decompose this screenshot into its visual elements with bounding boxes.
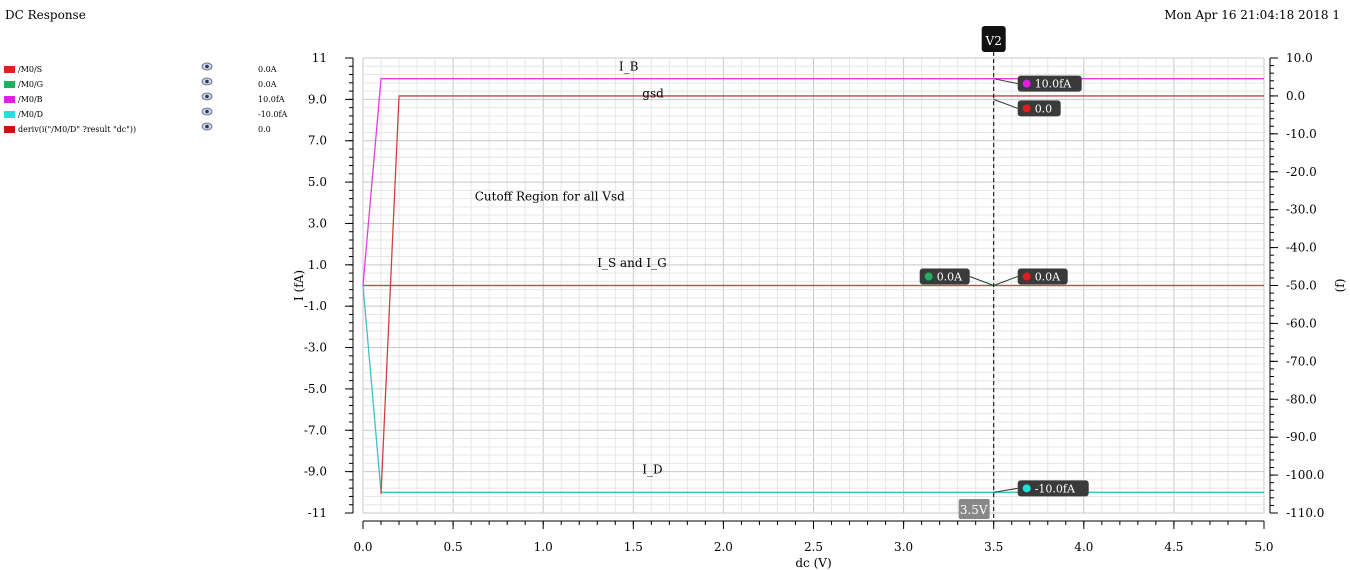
- cursor-x-label: 3.5V: [960, 503, 988, 517]
- x-tick-label: 4.0: [1074, 540, 1093, 554]
- y-tick-label-right: -90.0: [1286, 430, 1317, 444]
- legend-item-deriv[interactable]: deriv(i("/M0/D" ?result "dc")) 0.0: [2, 122, 302, 137]
- marker-dot: [1022, 104, 1031, 113]
- y-tick-label-left: -5.0: [304, 382, 327, 396]
- marker-value: 10.0fA: [1035, 78, 1073, 91]
- eye-icon[interactable]: [201, 77, 213, 86]
- cursor-label: V2: [985, 34, 1002, 48]
- marker-pointer: [969, 276, 994, 286]
- marker-badge: [1017, 268, 1068, 285]
- legend-item-s[interactable]: /M0/S 0.0A: [2, 62, 302, 77]
- eye-icon[interactable]: [201, 92, 213, 101]
- chart-annotation: I_S and I_G: [597, 256, 666, 270]
- marker-pointer: [993, 78, 1018, 85]
- marker-value: 0.0A: [937, 271, 963, 284]
- chart-annotation: I_D: [642, 463, 662, 477]
- x-tick-label: 3.0: [894, 540, 913, 554]
- legend-label: /M0/B: [18, 95, 43, 104]
- marker-badge: [1017, 75, 1082, 92]
- marker-dot: [1022, 484, 1031, 493]
- legend-label: /M0/G: [18, 80, 44, 89]
- chart-annotation: gsd: [642, 86, 664, 100]
- cursor-tag: [981, 26, 1006, 52]
- chart-annotation: Cutoff Region for all Vsd: [475, 190, 625, 204]
- chart-annotation: I_B: [619, 59, 639, 73]
- y-tick-label-right: -110.0: [1286, 506, 1324, 520]
- marker-value: 0.0: [1035, 102, 1053, 115]
- marker-pointer: [993, 98, 1018, 109]
- y-tick-label-left: 11: [312, 51, 327, 65]
- y-tick-label-left: -7.0: [304, 423, 327, 437]
- y-tick-label-right: -70.0: [1286, 354, 1317, 368]
- x-tick-label: 2.5: [804, 540, 823, 554]
- marker-dot: [1022, 272, 1031, 281]
- legend-swatch: [4, 81, 15, 88]
- series-line-4: [380, 95, 1264, 495]
- y-tick-label-right: -60.0: [1286, 316, 1317, 330]
- legend-value: 0.0A: [258, 80, 277, 89]
- y-axis-label-right: (f): [1333, 279, 1347, 293]
- marker-value: -10.0fA: [1035, 482, 1076, 495]
- x-axis-label: dc (V): [795, 556, 831, 570]
- y-tick-label-left: -11: [308, 506, 327, 520]
- y-axis-label-left: I (fA): [292, 270, 306, 301]
- y-tick-label-right: -20.0: [1286, 165, 1317, 179]
- legend-value: 10.0fA: [258, 95, 285, 104]
- y-tick-label-right: -50.0: [1286, 279, 1317, 293]
- y-tick-label-left: 9.0: [308, 92, 327, 106]
- marker-pointer: [993, 276, 1018, 286]
- x-tick-label: 0.0: [353, 540, 372, 554]
- legend-value: 0.0: [258, 125, 271, 134]
- window-title: DC Response: [5, 8, 86, 22]
- y-tick-label-left: 1.0: [308, 258, 327, 272]
- legend-swatch: [4, 126, 15, 133]
- y-tick-label-left: -9.0: [304, 465, 327, 479]
- timestamp: Mon Apr 16 21:04:18 2018 1: [1164, 8, 1340, 22]
- x-tick-label: 2.0: [714, 540, 733, 554]
- x-tick-label: 0.5: [444, 540, 463, 554]
- y-tick-label-right: -100.0: [1286, 468, 1324, 482]
- legend-swatch: [4, 96, 15, 103]
- x-tick-label: 1.0: [534, 540, 553, 554]
- marker-badge: [919, 268, 970, 285]
- y-tick-label-right: 0.0: [1286, 89, 1305, 103]
- legend-item-b[interactable]: /M0/B 10.0fA: [2, 92, 302, 107]
- marker-badge: [1017, 480, 1089, 497]
- legend-swatch: [4, 66, 15, 73]
- legend-item-d[interactable]: /M0/D -10.0fA: [2, 107, 302, 122]
- eye-icon[interactable]: [201, 62, 213, 71]
- series-line-2: [362, 78, 1264, 286]
- marker-value: 0.0A: [1035, 271, 1061, 284]
- marker-dot: [924, 272, 933, 281]
- y-tick-label-right: -10.0: [1286, 127, 1317, 141]
- cursor-x-tag: [958, 499, 990, 519]
- x-tick-label: 3.5: [984, 540, 1003, 554]
- y-tick-label-left: 3.0: [308, 216, 327, 230]
- legend-value: 0.0A: [258, 65, 277, 74]
- y-tick-label-right: -80.0: [1286, 392, 1317, 406]
- y-tick-label-left: 5.0: [308, 175, 327, 189]
- legend: /M0/S 0.0A /M0/G 0.0A /M0/B 10.0fA /M0/D…: [2, 62, 302, 137]
- x-tick-label: 5.0: [1254, 540, 1273, 554]
- eye-icon[interactable]: [201, 107, 213, 116]
- marker-badge: [1017, 100, 1061, 117]
- y-tick-label-left: -1.0: [304, 299, 327, 313]
- legend-label: /M0/S: [18, 65, 43, 74]
- eye-icon[interactable]: [201, 122, 213, 131]
- legend-label: /M0/D: [18, 110, 44, 119]
- y-tick-label-right: -30.0: [1286, 203, 1317, 217]
- x-tick-label: 4.5: [1164, 540, 1183, 554]
- y-tick-label-left: 7.0: [308, 134, 327, 148]
- legend-item-g[interactable]: /M0/G 0.0A: [2, 77, 302, 92]
- y-tick-label-right: -40.0: [1286, 241, 1317, 255]
- x-tick-label: 1.5: [624, 540, 643, 554]
- marker-pointer: [993, 487, 1018, 493]
- y-tick-label-left: -3.0: [304, 341, 327, 355]
- legend-value: -10.0fA: [258, 110, 288, 119]
- legend-label: deriv(i("/M0/D" ?result "dc")): [18, 125, 137, 134]
- legend-swatch: [4, 111, 15, 118]
- y-tick-label-right: 10.0: [1286, 51, 1313, 65]
- marker-dot: [1022, 79, 1031, 88]
